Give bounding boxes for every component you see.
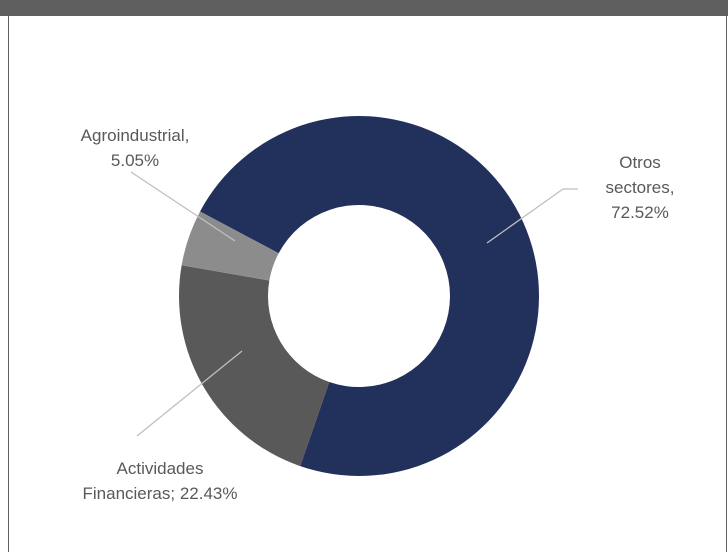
slice-label-agroindustrial: Agroindustrial, 5.05%	[45, 123, 225, 173]
slice-label-line: 72.52%	[611, 203, 669, 222]
leader-line	[130, 171, 236, 242]
donut-slice-actividades-financieras	[179, 265, 330, 467]
slice-label-line: Financieras; 22.43%	[82, 484, 238, 503]
slice-label-line: sectores,	[605, 178, 675, 197]
leader-line	[136, 350, 243, 437]
donut-slice-otros-sectores	[200, 115, 539, 477]
slice-label-actividades-financieras: Actividades Financieras; 22.43%	[50, 456, 270, 506]
slice-label-line: Otros	[619, 153, 661, 172]
donut-slice-agroindustrial	[181, 211, 279, 281]
leader-line	[486, 188, 578, 244]
slice-label-line: 5.05%	[110, 151, 160, 170]
slice-label-line: Agroindustrial,	[80, 126, 190, 145]
header-bar	[0, 0, 728, 16]
slice-label-otros-sectores: Otros sectores, 72.52%	[565, 150, 715, 225]
chart-frame	[8, 16, 727, 552]
slice-label-line: Actividades	[116, 459, 204, 478]
